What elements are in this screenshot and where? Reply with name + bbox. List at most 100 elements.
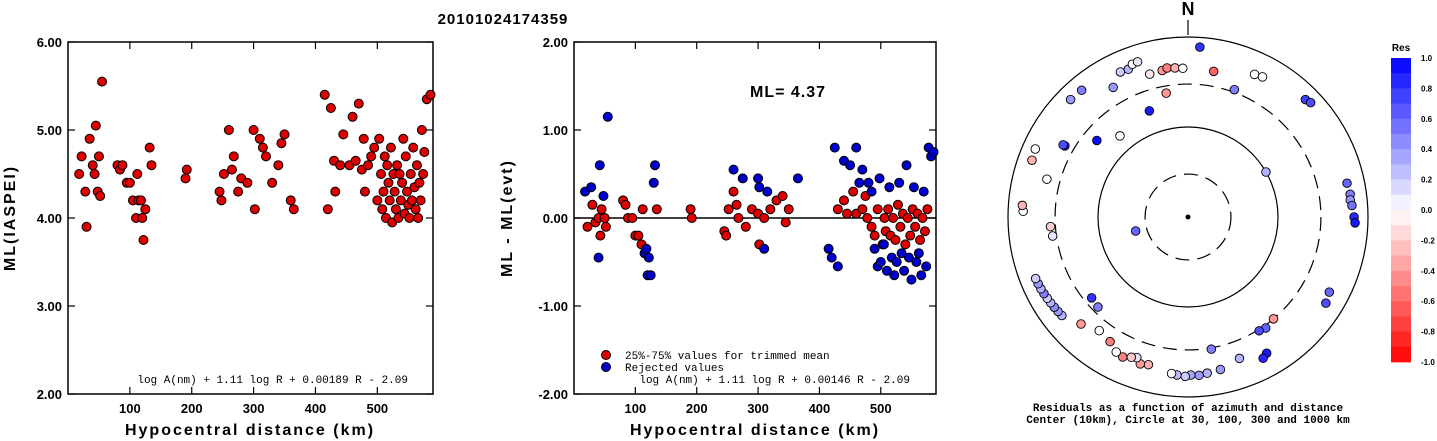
data-point xyxy=(906,274,917,285)
data-point xyxy=(400,151,411,162)
station-point xyxy=(1178,63,1188,74)
colorbar-tick-label: 1.0 xyxy=(1421,54,1433,63)
data-point xyxy=(273,160,284,171)
data-point xyxy=(285,195,296,206)
data-point xyxy=(918,186,929,197)
station-point xyxy=(1017,200,1028,211)
data-point xyxy=(842,208,853,219)
residual-colorbar: Res 1.0 0.8 0.6 0.4 0.2 0.0 -0.2 -0.4 -0.6 -0.8 -1… xyxy=(1391,43,1435,367)
data-point xyxy=(872,204,883,215)
data-point xyxy=(904,252,915,263)
data-point xyxy=(372,195,383,206)
data-point xyxy=(890,235,901,245)
data-point xyxy=(851,142,862,153)
data-point xyxy=(582,221,593,232)
data-point xyxy=(891,257,902,267)
station-point xyxy=(1166,368,1177,379)
data-point xyxy=(848,186,859,197)
y-tick-label: 4.00 xyxy=(37,211,62,226)
data-point xyxy=(874,173,885,184)
station-point xyxy=(1206,344,1217,354)
colorbar-tick-label: 0.0 xyxy=(1421,206,1433,215)
y-tick-label: 2.00 xyxy=(37,387,62,402)
colorbar-cell xyxy=(1391,316,1411,332)
station-point xyxy=(1202,368,1212,378)
colorbar-tick-label: 0.4 xyxy=(1421,145,1433,154)
y-axis-ticks: -2.00 -1.00 0.00 1.00 2.00 xyxy=(538,35,936,402)
data-point xyxy=(651,204,662,215)
x-tick-label: 400 xyxy=(809,401,831,416)
legend-marker-rejected xyxy=(601,362,611,372)
data-point xyxy=(390,204,401,215)
data-point xyxy=(905,230,916,241)
data-point xyxy=(845,160,856,171)
data-point xyxy=(648,177,659,188)
data-point xyxy=(89,169,100,179)
formula-label: log A(nm) + 1.11 log R + 0.00189 R - 2.0… xyxy=(137,375,408,387)
data-point xyxy=(649,160,660,171)
data-point xyxy=(783,204,794,215)
y-tick-label: 0.00 xyxy=(543,211,568,226)
data-point xyxy=(389,186,400,197)
data-point xyxy=(633,230,644,241)
station-point xyxy=(1208,66,1219,77)
data-point xyxy=(921,261,932,272)
data-point xyxy=(599,213,610,223)
data-point xyxy=(394,169,405,179)
station-point xyxy=(1194,370,1204,381)
colorbar-tick-label: -0.4 xyxy=(1421,267,1435,276)
distance-ring xyxy=(1144,173,1232,261)
data-point xyxy=(418,169,429,179)
data-point xyxy=(95,191,106,201)
data-point xyxy=(359,186,370,197)
colorbar-cell xyxy=(1391,179,1411,196)
station-point xyxy=(1093,302,1103,312)
station-point xyxy=(1115,67,1126,77)
data-point xyxy=(826,252,837,263)
y-tick-label: 2.00 xyxy=(543,35,568,50)
station-point xyxy=(1162,63,1172,73)
formula-label: log A(nm) + 1.11 log R + 0.00146 R - 2.0… xyxy=(639,375,910,387)
data-point xyxy=(754,182,765,193)
data-point xyxy=(645,270,656,281)
station-point xyxy=(1234,353,1245,364)
station-point xyxy=(1065,94,1076,105)
data-point xyxy=(902,213,913,223)
data-point xyxy=(919,226,930,237)
data-point xyxy=(378,186,389,197)
data-point xyxy=(276,138,287,149)
data-point xyxy=(377,204,388,215)
y-tick-label: 5.00 xyxy=(37,123,62,138)
data-point xyxy=(397,177,408,188)
x-tick-label: 100 xyxy=(625,401,647,416)
colorbar-cell xyxy=(1391,331,1411,348)
colorbar-cell xyxy=(1391,194,1411,211)
data-point xyxy=(922,204,933,215)
data-point xyxy=(878,239,889,250)
data-point xyxy=(740,221,751,232)
x-tick-label: 100 xyxy=(119,401,141,416)
data-point xyxy=(405,169,416,179)
data-point xyxy=(896,248,907,259)
colorbar-cell xyxy=(1391,134,1411,150)
station-point xyxy=(1027,155,1037,165)
x-axis-ticks: 100 200 300 400 500 xyxy=(119,42,388,416)
data-point xyxy=(374,133,385,144)
data-point xyxy=(641,243,652,254)
data-point xyxy=(382,160,393,171)
colorbar-cell xyxy=(1391,88,1411,104)
station-point xyxy=(1342,178,1352,188)
data-point xyxy=(857,204,868,215)
colorbar-labels: 1.0 0.8 0.6 0.4 0.2 0.0 -0.2 -0.4 -0.6 -0.8 -1.0 xyxy=(1421,54,1435,367)
data-point xyxy=(728,186,739,197)
colorbar-tick-label: -0.6 xyxy=(1421,297,1435,306)
station-point xyxy=(1047,231,1058,241)
data-point xyxy=(146,160,157,171)
data-point xyxy=(384,195,395,206)
data-point xyxy=(406,195,417,206)
data-point xyxy=(637,204,648,215)
distance-ring xyxy=(1007,36,1369,398)
station-point xyxy=(1268,314,1279,324)
data-point xyxy=(869,230,880,241)
colorbar-cell xyxy=(1391,118,1411,135)
